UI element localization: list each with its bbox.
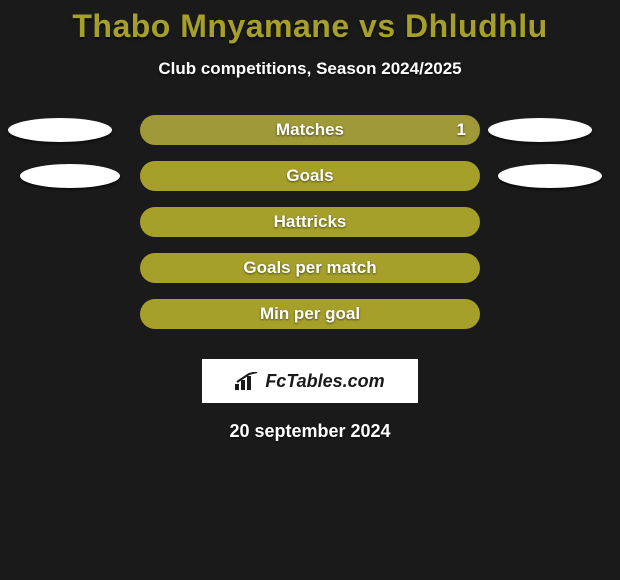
stat-bar: Matches 1 — [140, 115, 480, 145]
chart-icon — [235, 372, 259, 390]
stat-rows: Matches 1 Goals Hattricks Goals per match Min… — [0, 115, 620, 345]
subtitle: Club competitions, Season 2024/2025 — [0, 59, 620, 79]
stat-bar: Min per goal — [140, 299, 480, 329]
title: Thabo Mnyamane vs Dhludhlu — [0, 8, 620, 45]
stat-value: 1 — [457, 115, 466, 145]
stat-row: Goals per match — [0, 253, 620, 299]
stat-row: Goals — [0, 161, 620, 207]
logo-box: FcTables.com — [202, 359, 418, 403]
infographic-root: Thabo Mnyamane vs Dhludhlu Club competit… — [0, 0, 620, 442]
stat-bar: Goals per match — [140, 253, 480, 283]
left-player-ellipse — [8, 118, 112, 142]
stat-bar: Hattricks — [140, 207, 480, 237]
left-player-ellipse — [20, 164, 120, 188]
stat-row: Hattricks — [0, 207, 620, 253]
logo-text: FcTables.com — [265, 371, 384, 392]
stat-label: Goals per match — [243, 258, 376, 278]
stat-row: Matches 1 — [0, 115, 620, 161]
right-player-ellipse — [488, 118, 592, 142]
right-player-ellipse — [498, 164, 602, 188]
stat-label: Goals — [286, 166, 333, 186]
date-text: 20 september 2024 — [0, 421, 620, 442]
stat-label: Hattricks — [274, 212, 347, 232]
stat-label: Matches — [276, 120, 344, 140]
stat-label: Min per goal — [260, 304, 360, 324]
stat-row: Min per goal — [0, 299, 620, 345]
stat-bar: Goals — [140, 161, 480, 191]
